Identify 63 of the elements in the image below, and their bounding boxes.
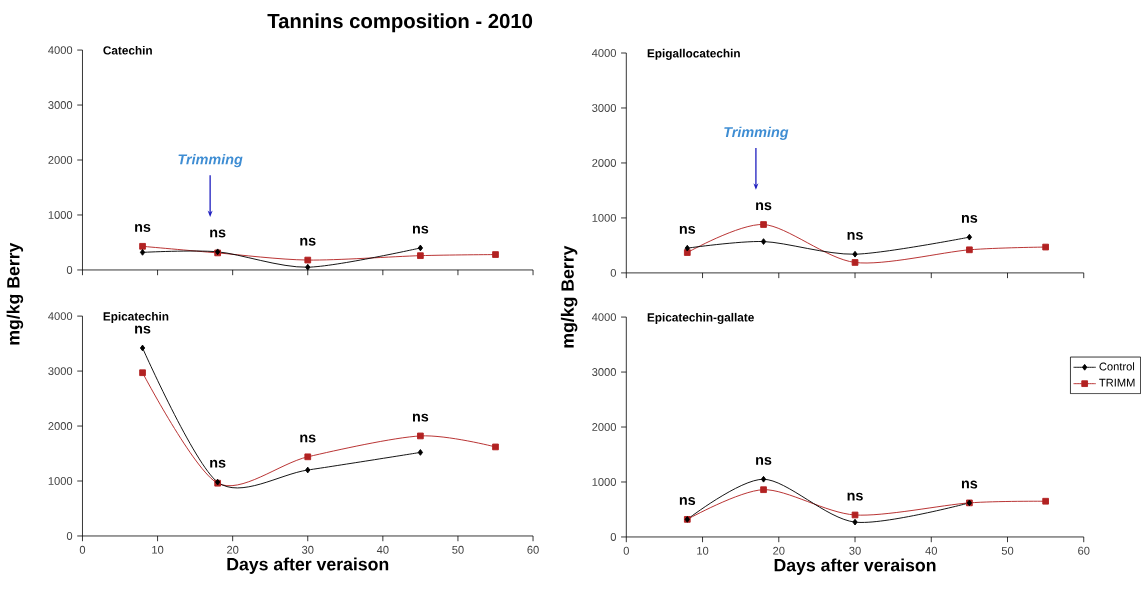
x-tick-label: 0 <box>623 546 629 555</box>
x-tick-label: 20 <box>227 545 239 554</box>
chart-subtitle: Epigallocatechin <box>647 48 740 60</box>
y-tick-label: 3000 <box>592 104 616 112</box>
chart-subtitle: Epicatechin-gallate <box>647 312 754 325</box>
legend-label: Control <box>1099 362 1135 371</box>
y-tick-label: 3000 <box>592 368 616 377</box>
annotation: ns <box>679 497 696 506</box>
y-tick-label: 2000 <box>592 423 616 432</box>
y-tick-label: 2000 <box>592 159 616 167</box>
y-tick-label: 0 <box>66 266 73 274</box>
y-tick-label: 0 <box>610 533 617 541</box>
x-tick-label: 60 <box>1078 546 1090 555</box>
annotation: ns <box>300 237 316 246</box>
x-tick-label: 40 <box>376 545 389 554</box>
y-tick-label: 4000 <box>48 46 73 55</box>
annotation: ns <box>210 459 226 468</box>
y-tick-label: 0 <box>610 269 617 277</box>
y-tick-label: 1000 <box>48 477 73 486</box>
annotation: ns <box>756 202 772 211</box>
y-tick-label: 4000 <box>591 49 616 58</box>
annotation: ns <box>412 225 429 234</box>
annotation: ns <box>961 214 978 223</box>
x-tick-label: 30 <box>849 546 861 555</box>
annotation: ns <box>847 492 863 501</box>
chart-title: Tannins composition - 2010 <box>267 13 533 33</box>
y-tick-label: 0 <box>66 532 73 540</box>
annotation: ns <box>135 325 151 334</box>
annotation: ns <box>961 480 978 489</box>
x-tick-label: 20 <box>773 546 785 555</box>
annotation: ns <box>300 434 316 443</box>
x-tick-label: 10 <box>697 546 709 555</box>
x-tick-label: 10 <box>152 545 164 554</box>
x-tick-label: 0 <box>79 545 86 554</box>
y-axis-title: mg/kg Berry <box>560 245 578 348</box>
y-tick-label: 4000 <box>591 313 616 322</box>
x-axis-title: Days after veraison <box>227 557 389 575</box>
annotation: ns <box>847 232 863 240</box>
legend-label: TRIMM <box>1099 378 1135 387</box>
ref-line-label: Trimming <box>724 126 789 141</box>
y-tick-label: 1000 <box>592 214 616 222</box>
y-tick-label: 4000 <box>48 312 73 321</box>
chart-subtitle: Catechin <box>103 45 152 55</box>
annotation: ns <box>679 225 696 234</box>
x-tick-label: 50 <box>452 545 464 554</box>
y-tick-label: 1000 <box>48 211 73 219</box>
y-tick-label: 1000 <box>592 478 616 486</box>
y-tick-label: 2000 <box>48 422 73 431</box>
x-tick-label: 30 <box>302 545 314 554</box>
x-tick-label: 40 <box>925 546 938 555</box>
y-tick-label: 3000 <box>48 101 73 110</box>
x-tick-label: 50 <box>1001 546 1014 555</box>
annotation: ns <box>135 224 151 233</box>
annotation: ns <box>412 413 429 422</box>
x-tick-label: 60 <box>527 545 539 554</box>
y-axis-title: mg/kg Berry <box>6 242 24 345</box>
annotation: ns <box>756 457 772 465</box>
annotation: ns <box>210 229 226 238</box>
chart-subtitle: Epicatechin <box>103 312 169 323</box>
y-tick-label: 3000 <box>48 367 73 376</box>
y-tick-label: 2000 <box>48 156 73 165</box>
x-axis-title: Days after veraison <box>774 558 936 576</box>
ref-line-label: Trimming <box>178 154 243 168</box>
